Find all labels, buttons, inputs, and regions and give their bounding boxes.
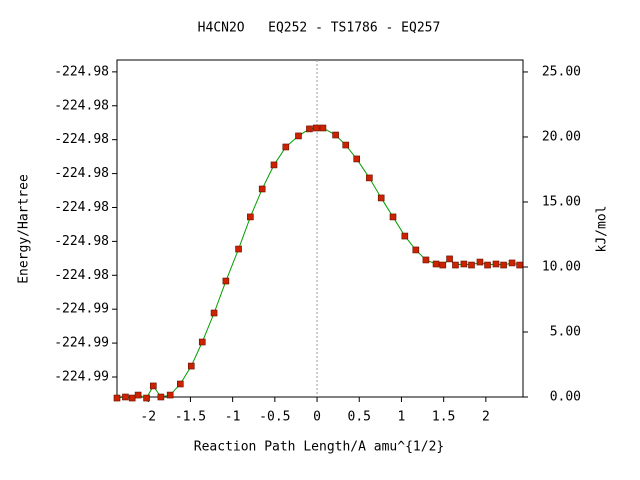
data-point xyxy=(366,174,373,182)
data-point xyxy=(439,261,447,269)
data-point xyxy=(484,261,491,269)
data-point xyxy=(389,213,397,221)
data-point xyxy=(460,260,468,268)
data-point xyxy=(247,213,254,221)
x-tick-label: 0.5 xyxy=(348,410,371,425)
data-point xyxy=(113,394,121,402)
data-point xyxy=(500,261,507,269)
data-point xyxy=(319,124,327,132)
data-point xyxy=(476,258,484,266)
y-tick-label: -224.98 xyxy=(54,132,109,147)
y-tick-label: -224.98 xyxy=(54,200,109,215)
data-point xyxy=(210,309,218,317)
data-point xyxy=(134,391,142,399)
data-point xyxy=(446,255,453,263)
y-tick-label: -224.99 xyxy=(54,336,109,351)
data-point xyxy=(270,161,278,169)
y-tick-label: -224.98 xyxy=(54,166,109,181)
y-tick-label: -224.98 xyxy=(54,98,109,113)
data-point xyxy=(492,260,500,268)
y2-tick-label: 15.00 xyxy=(542,194,581,209)
y2-tick-label: 20.00 xyxy=(542,129,581,144)
data-point xyxy=(508,259,516,267)
x-tick-label: 0 xyxy=(313,410,321,425)
x-tick-label: -1.5 xyxy=(175,410,206,425)
data-point xyxy=(312,124,320,132)
y2-tick-label: 10.00 xyxy=(542,259,581,274)
data-point xyxy=(353,155,361,163)
data-point xyxy=(401,232,409,240)
data-point xyxy=(282,143,290,151)
x-tick-label: 1 xyxy=(398,410,406,425)
y-axis-label: Energy/Hartree xyxy=(17,174,32,284)
data-point xyxy=(412,246,420,254)
y2-tick-label: 5.00 xyxy=(550,324,581,339)
y-tick-label: -224.99 xyxy=(54,369,109,384)
data-point xyxy=(198,338,206,346)
data-point xyxy=(258,185,266,193)
x-tick-label: -2 xyxy=(140,410,156,425)
data-point xyxy=(235,245,242,253)
data-point xyxy=(516,261,523,269)
y-tick-label: -224.98 xyxy=(54,234,109,249)
y-tick-label: -224.98 xyxy=(54,64,109,79)
data-point xyxy=(468,261,475,269)
y2-axis-label: kJ/mol xyxy=(595,206,610,253)
data-point xyxy=(432,260,440,268)
y2-tick-label: 25.00 xyxy=(542,64,581,79)
data-point xyxy=(452,261,459,269)
data-point xyxy=(295,132,302,140)
data-point xyxy=(122,393,129,401)
chart-title: H4CN2O EQ252 - TS1786 - EQ257 xyxy=(198,21,441,36)
x-tick-label: 1.5 xyxy=(432,410,455,425)
data-point xyxy=(332,131,339,139)
data-point xyxy=(128,394,136,402)
data-point xyxy=(306,125,313,133)
data-point xyxy=(149,382,157,390)
y-tick-label: -224.99 xyxy=(54,302,109,317)
data-point xyxy=(143,394,150,402)
y2-tick-label: 0.00 xyxy=(550,390,581,405)
data-point xyxy=(222,277,230,285)
x-tick-label: 2 xyxy=(482,410,490,425)
data-point xyxy=(187,362,195,370)
data-point xyxy=(177,380,184,388)
x-tick-label: -0.5 xyxy=(259,410,290,425)
data-point xyxy=(422,256,430,264)
data-point xyxy=(157,393,165,401)
data-point xyxy=(377,194,385,202)
data-point xyxy=(342,141,350,149)
series-line xyxy=(116,127,520,399)
x-axis-label: Reaction Path Length/A amu^{1/2} xyxy=(194,440,444,455)
plot-frame xyxy=(116,59,524,398)
x-tick-label: -1 xyxy=(225,410,241,425)
data-point xyxy=(166,391,174,399)
y-tick-label: -224.98 xyxy=(54,268,109,283)
